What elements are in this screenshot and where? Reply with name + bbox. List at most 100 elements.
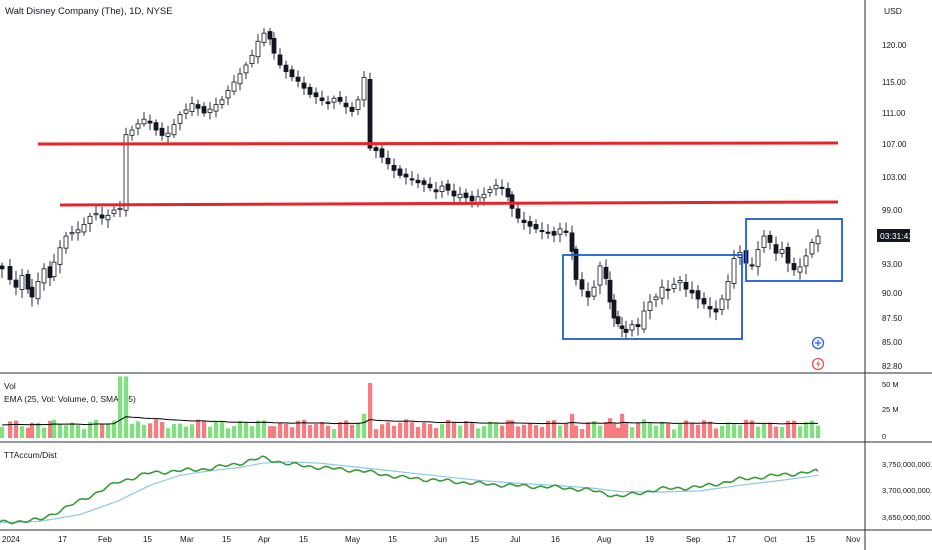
time-tick-label: Sep bbox=[686, 535, 701, 544]
candle bbox=[545, 224, 551, 239]
time-tick-label: 2024 bbox=[2, 535, 20, 544]
volume-bar bbox=[244, 422, 249, 438]
candle bbox=[349, 101, 355, 117]
volume-bar bbox=[592, 421, 597, 438]
volume-pane-title: Vol bbox=[4, 381, 16, 391]
resistance-line-lower[interactable] bbox=[59, 200, 839, 207]
time-tick-label: 15 bbox=[806, 535, 815, 544]
volume-bar bbox=[166, 428, 171, 438]
candle bbox=[295, 70, 301, 88]
volume-bar bbox=[8, 421, 13, 438]
volume-bar bbox=[762, 423, 767, 438]
volume-bar bbox=[482, 426, 487, 438]
price-axis[interactable]: 120.00 115.00 111.00 107.00 103.00 99.00 93.00… bbox=[882, 41, 907, 371]
range-box-aug[interactable] bbox=[562, 254, 743, 340]
time-tick-label: Mar bbox=[180, 535, 194, 544]
candle bbox=[749, 257, 755, 270]
accum-tick-label: 3,650,000,000.00 bbox=[882, 513, 932, 522]
volume-bar bbox=[250, 426, 255, 438]
volume-bar bbox=[756, 426, 761, 438]
volume-pane-subtitle: EMA (25, Vol: Volume, 0, SMA, 25) bbox=[4, 394, 136, 404]
add-alert-icon[interactable] bbox=[811, 336, 825, 350]
candle bbox=[815, 229, 821, 253]
volume-bar bbox=[326, 425, 331, 438]
volume-bar bbox=[416, 426, 421, 438]
candle bbox=[677, 275, 683, 292]
volume-bar bbox=[64, 425, 69, 438]
candle bbox=[611, 294, 617, 327]
candle bbox=[433, 182, 439, 200]
volume-bar bbox=[220, 422, 225, 438]
candle bbox=[533, 219, 539, 234]
volume-bar bbox=[36, 422, 41, 438]
candle bbox=[141, 111, 147, 127]
resistance-line-upper[interactable] bbox=[37, 141, 839, 146]
candle bbox=[171, 118, 177, 139]
candle bbox=[785, 242, 791, 273]
candle bbox=[585, 282, 591, 307]
volume-bar bbox=[302, 419, 307, 438]
volume-bar bbox=[696, 424, 701, 438]
volume-bar bbox=[428, 424, 433, 438]
candle bbox=[111, 205, 117, 217]
volume-bar bbox=[172, 423, 177, 438]
volume-bar bbox=[816, 425, 821, 438]
candle bbox=[487, 185, 493, 197]
price-tick-label: 82.80 bbox=[882, 362, 903, 371]
volume-bar bbox=[660, 421, 665, 438]
candle bbox=[231, 75, 237, 96]
volume-bar bbox=[630, 427, 635, 438]
volume-bar bbox=[88, 421, 93, 438]
candle bbox=[177, 111, 183, 131]
volume-tick-label: 25 M bbox=[882, 405, 899, 414]
candle bbox=[573, 245, 579, 286]
volume-bar bbox=[26, 427, 31, 438]
volume-bar bbox=[232, 426, 237, 438]
candle bbox=[373, 142, 379, 159]
volume-bar bbox=[100, 423, 105, 438]
volume-bar bbox=[604, 422, 609, 438]
candle bbox=[337, 91, 343, 105]
candle bbox=[731, 250, 737, 289]
volume-bar bbox=[290, 427, 295, 438]
volume-bar bbox=[598, 425, 603, 438]
volume-bar bbox=[552, 420, 557, 438]
candle bbox=[367, 72, 373, 152]
candle bbox=[521, 211, 527, 230]
volume-bar bbox=[202, 421, 207, 438]
volume-bar bbox=[338, 422, 343, 438]
time-tick-label: May bbox=[345, 535, 360, 544]
candle bbox=[803, 248, 809, 275]
volume-bar bbox=[434, 427, 439, 438]
candle bbox=[725, 274, 731, 310]
volume-bar bbox=[94, 419, 99, 438]
candle bbox=[165, 125, 171, 144]
price-tick-label: 99.00 bbox=[882, 206, 903, 215]
price-tick-label: 107.00 bbox=[882, 140, 907, 149]
range-box-oct[interactable] bbox=[745, 218, 843, 282]
time-axis[interactable]: 2024 17 Feb 15 Mar 15 Apr 15 May 15 Jun 15 Jul 16 Aug 1… bbox=[2, 535, 860, 544]
lightning-icon[interactable] bbox=[811, 357, 825, 371]
candle bbox=[249, 49, 255, 68]
candle bbox=[591, 280, 597, 301]
candle bbox=[207, 102, 213, 120]
volume-bar bbox=[580, 429, 585, 438]
volume-bar bbox=[344, 420, 349, 438]
candle bbox=[607, 271, 613, 310]
candle bbox=[47, 261, 53, 286]
candle bbox=[361, 71, 367, 107]
candle bbox=[201, 102, 207, 117]
price-tick-label: 120.00 bbox=[882, 41, 907, 50]
volume-bar bbox=[82, 429, 87, 438]
accum-ma-line bbox=[0, 461, 819, 524]
time-tick-label: 15 bbox=[299, 535, 308, 544]
volume-bar bbox=[362, 413, 367, 438]
accum-dist-line bbox=[0, 455, 819, 525]
volume-bar bbox=[708, 421, 713, 438]
volume-bar bbox=[118, 376, 123, 438]
volume-bar bbox=[810, 420, 815, 438]
candle bbox=[307, 83, 313, 98]
candle bbox=[641, 301, 647, 333]
candle bbox=[493, 179, 499, 196]
